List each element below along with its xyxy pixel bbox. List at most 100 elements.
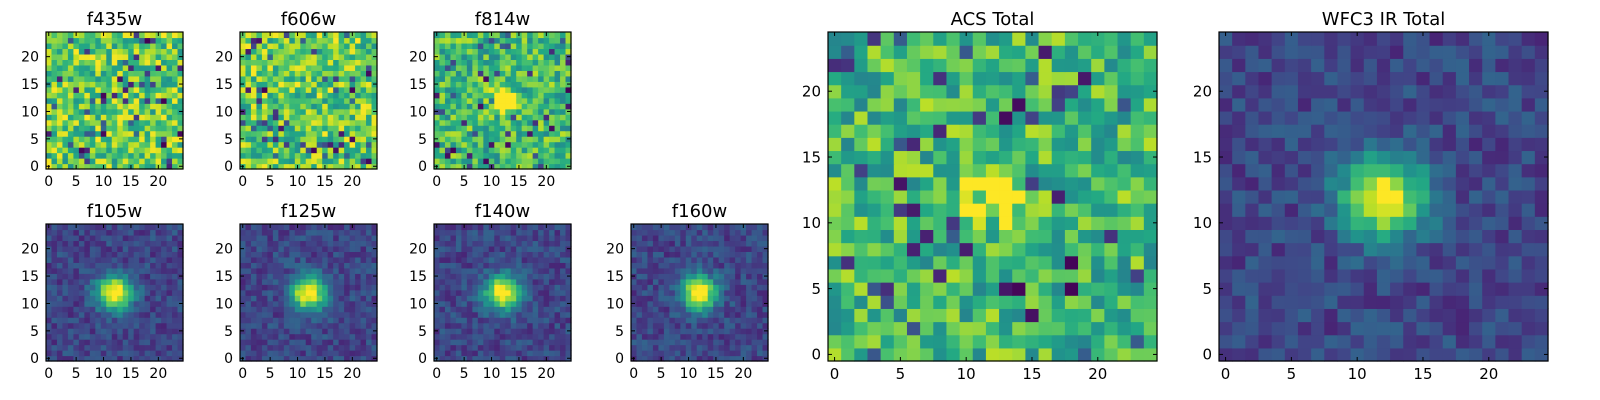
heatmap-cell (95, 97, 102, 104)
heatmap-cell (144, 350, 151, 357)
heatmap-cell (73, 339, 80, 346)
heatmap-cell (488, 311, 495, 318)
heatmap-cell (740, 311, 747, 318)
heatmap-cell (757, 240, 764, 247)
heatmap-cell (300, 114, 307, 121)
heatmap-cell (355, 114, 362, 121)
heatmap-cell (245, 158, 252, 165)
heatmap-cell (554, 344, 561, 351)
heatmap-cell (122, 295, 129, 302)
heatmap-cell (139, 48, 146, 55)
heatmap-cell (100, 267, 107, 274)
heatmap-cell (636, 328, 643, 335)
heatmap-cell (67, 240, 74, 247)
x-tick-label: 0 (432, 174, 441, 190)
heatmap-cell (757, 256, 764, 263)
heatmap-cell (144, 262, 151, 269)
heatmap-cell (483, 229, 490, 236)
heatmap-cell (521, 48, 528, 55)
heatmap-cell (371, 97, 378, 104)
heatmap-cell (84, 136, 91, 143)
heatmap-cell (344, 130, 351, 137)
heatmap-cell (680, 333, 687, 340)
heatmap-cell (729, 306, 736, 313)
heatmap-cell (261, 103, 268, 110)
heatmap-cell (333, 152, 340, 159)
heatmap-cell (166, 125, 173, 132)
heatmap-cell (532, 86, 539, 93)
heatmap-cell (111, 278, 118, 285)
heatmap-cell (565, 114, 572, 121)
heatmap-cell (316, 147, 323, 154)
heatmap-cell (444, 32, 452, 39)
heatmap-cell (867, 334, 882, 349)
heatmap-cell (893, 189, 908, 204)
heatmap-cell (702, 245, 709, 252)
heatmap-cell (828, 255, 842, 270)
heatmap-cell (527, 108, 534, 115)
heatmap-cell (106, 48, 113, 55)
heatmap-cell (472, 92, 479, 99)
heatmap-cell (466, 262, 473, 269)
heatmap-cell (466, 278, 473, 285)
heatmap-cell (999, 308, 1013, 323)
heatmap-cell (111, 32, 118, 39)
heatmap-cell (1130, 308, 1145, 323)
heatmap-cell (111, 158, 118, 165)
heatmap-cell (84, 234, 91, 242)
heatmap-cell (1104, 308, 1119, 323)
heatmap-cell (658, 240, 665, 247)
heatmap-cell (499, 92, 506, 99)
heatmap-cell (67, 97, 74, 104)
heatmap-cell (483, 163, 490, 170)
heatmap-cell (89, 240, 96, 247)
heatmap-cell (161, 333, 168, 340)
heatmap-cell (155, 103, 162, 110)
heatmap-cell (84, 322, 91, 329)
panel-title: f606w (281, 9, 336, 30)
heatmap-cell (565, 48, 572, 55)
heatmap-cell (669, 311, 676, 318)
heatmap-cell (483, 317, 490, 324)
heatmap-cell (128, 240, 135, 247)
heatmap-cell (1012, 189, 1026, 204)
heatmap-cell (139, 81, 146, 88)
heatmap-cell (729, 267, 736, 274)
heatmap-cell (565, 289, 572, 296)
heatmap-cell (713, 245, 720, 252)
heatmap-cell (674, 339, 681, 346)
heatmap-cell (696, 267, 703, 274)
heatmap-cell (245, 262, 252, 269)
heatmap-cell (344, 64, 351, 71)
heatmap-cell (316, 152, 323, 159)
heatmap-cell (122, 152, 129, 159)
heatmap-cell (713, 311, 720, 318)
heatmap-cell (658, 339, 665, 346)
heatmap-cell (647, 355, 654, 362)
heatmap-cell (311, 306, 318, 313)
heatmap-cell (172, 81, 179, 88)
heatmap-cell (327, 251, 334, 258)
heatmap-cell (1117, 268, 1132, 283)
heatmap-cell (680, 262, 687, 269)
heatmap-cell (67, 328, 74, 335)
heatmap-cell (100, 344, 107, 351)
heatmap-cell (316, 59, 323, 66)
heatmap-cell (128, 97, 135, 104)
heatmap-cell (746, 284, 753, 291)
heatmap-cell (371, 42, 378, 50)
heatmap-cell (510, 339, 517, 346)
heatmap-cell (461, 278, 468, 285)
heatmap-cell (333, 333, 340, 340)
heatmap-cell (702, 273, 709, 280)
heatmap-cell (256, 224, 263, 231)
heatmap-cell (349, 92, 356, 99)
heatmap-cell (166, 355, 173, 362)
heatmap-cell (854, 229, 869, 244)
heatmap-cell (322, 317, 329, 324)
heatmap-cell (510, 42, 517, 50)
heatmap-cell (841, 163, 855, 178)
heatmap-cell (117, 64, 124, 71)
heatmap-cell (724, 234, 731, 242)
heatmap-cell (111, 42, 118, 50)
